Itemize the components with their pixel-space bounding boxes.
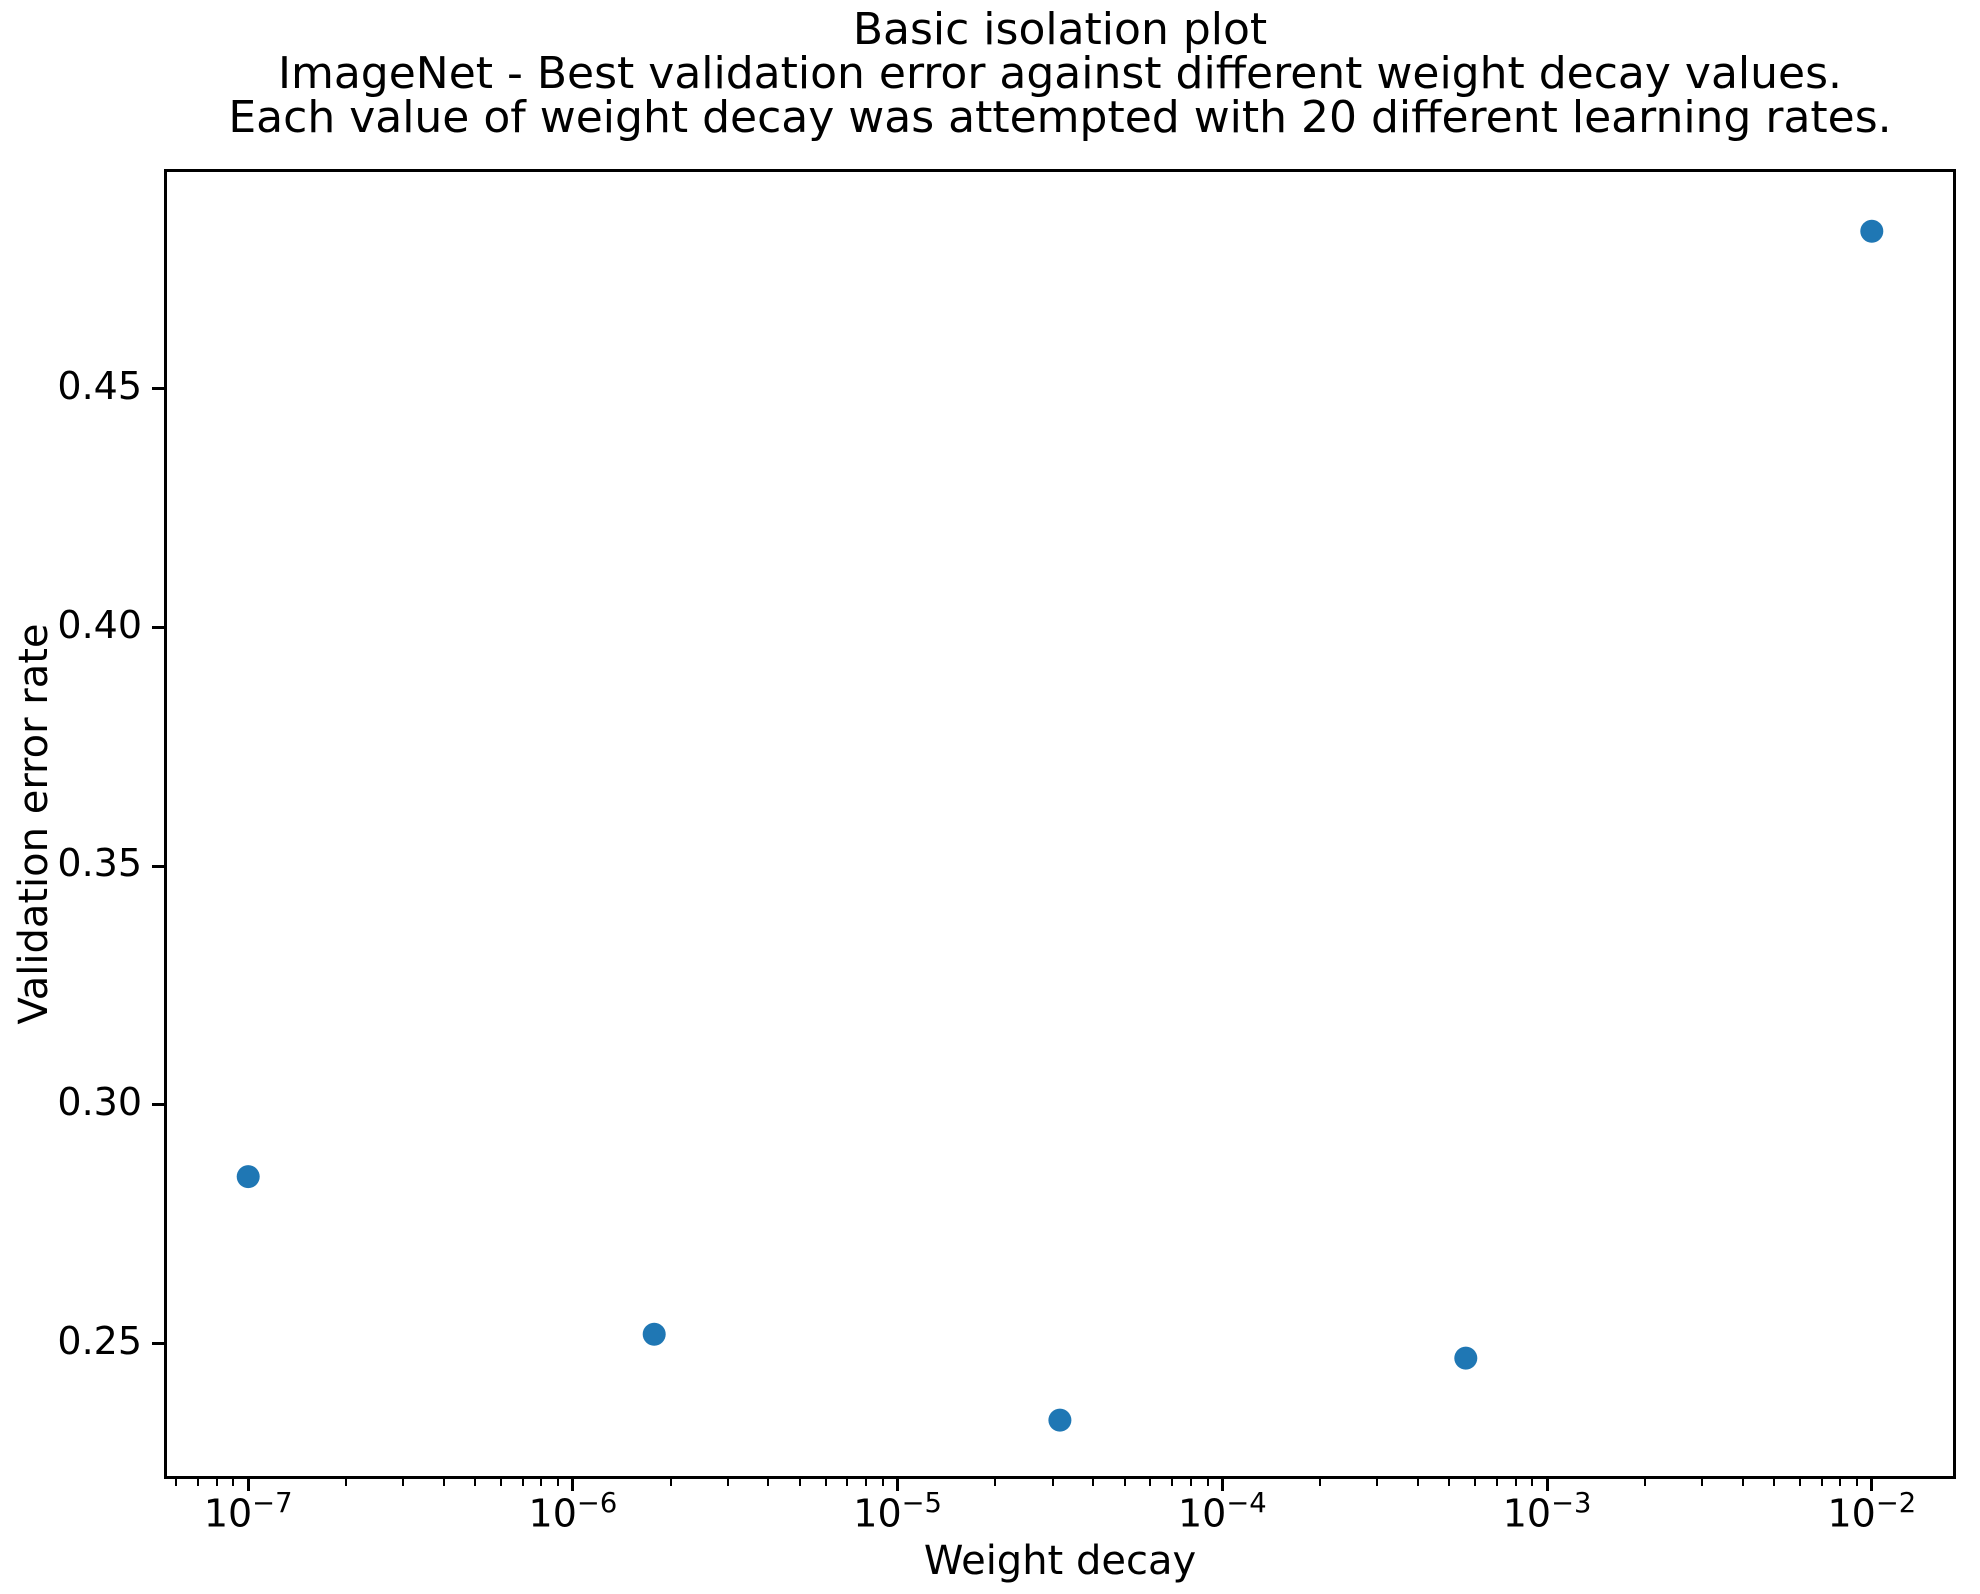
chart-title-line-3: Each value of weight decay was attempted… bbox=[228, 92, 1892, 143]
y-tick-label: 0.25 bbox=[57, 1318, 142, 1363]
x-minor-tick bbox=[1149, 1479, 1152, 1486]
y-major-tick bbox=[152, 387, 164, 391]
data-point bbox=[1454, 1346, 1478, 1370]
x-major-tick bbox=[1545, 1479, 1549, 1491]
x-tick-label: 10−4 bbox=[1132, 1487, 1312, 1536]
x-minor-tick bbox=[1189, 1479, 1192, 1486]
x-minor-tick bbox=[669, 1479, 672, 1486]
x-tick-label-base: 10 bbox=[1502, 1491, 1552, 1536]
x-minor-tick bbox=[767, 1479, 770, 1486]
x-minor-tick bbox=[1092, 1479, 1095, 1486]
x-axis-label: Weight decay bbox=[923, 1538, 1197, 1584]
x-minor-tick bbox=[1171, 1479, 1174, 1486]
x-tick-label-exponent: −3 bbox=[1551, 1487, 1592, 1519]
x-minor-tick bbox=[442, 1479, 445, 1486]
x-tick-label: 10−6 bbox=[483, 1487, 663, 1536]
y-tick-label: 0.45 bbox=[57, 363, 142, 408]
x-minor-tick bbox=[215, 1479, 218, 1486]
x-tick-label-base: 10 bbox=[853, 1491, 902, 1536]
x-minor-tick bbox=[798, 1479, 801, 1486]
x-tick-label-base: 10 bbox=[1827, 1491, 1876, 1536]
x-tick-label-exponent: −4 bbox=[1226, 1487, 1267, 1519]
x-minor-tick bbox=[1123, 1479, 1126, 1486]
x-tick-label-exponent: −2 bbox=[1875, 1487, 1917, 1519]
data-point bbox=[1860, 219, 1884, 243]
x-minor-tick bbox=[175, 1479, 178, 1486]
chart-title-line-2: ImageNet - Best validation error against… bbox=[277, 48, 1843, 99]
x-minor-tick bbox=[846, 1479, 849, 1486]
x-minor-tick bbox=[1495, 1479, 1498, 1486]
x-major-tick bbox=[1870, 1479, 1874, 1491]
x-minor-tick bbox=[1531, 1479, 1534, 1486]
x-minor-tick bbox=[540, 1479, 543, 1486]
x-tick-label: 10−2 bbox=[1782, 1487, 1962, 1536]
y-tick-label: 0.35 bbox=[57, 841, 142, 886]
x-minor-tick bbox=[1416, 1479, 1419, 1486]
x-tick-label: 10−3 bbox=[1457, 1487, 1637, 1536]
chart-title-line-1: Basic isolation plot bbox=[852, 4, 1268, 55]
y-axis-label: Validation error rate bbox=[11, 623, 57, 1025]
y-major-tick bbox=[152, 864, 164, 868]
x-minor-tick bbox=[1319, 1479, 1322, 1486]
x-minor-tick bbox=[865, 1479, 868, 1486]
x-minor-tick bbox=[1448, 1479, 1451, 1486]
x-tick-label-base: 10 bbox=[1178, 1491, 1227, 1536]
x-minor-tick bbox=[1701, 1479, 1704, 1486]
x-major-tick bbox=[246, 1479, 250, 1491]
x-minor-tick bbox=[232, 1479, 235, 1486]
y-tick-label: 0.40 bbox=[57, 602, 142, 647]
y-tick-label: 0.30 bbox=[57, 1079, 142, 1124]
x-tick-label-exponent: −5 bbox=[901, 1487, 942, 1519]
x-minor-tick bbox=[1820, 1479, 1823, 1486]
x-minor-tick bbox=[1474, 1479, 1477, 1486]
x-tick-label: 10−7 bbox=[158, 1487, 338, 1536]
data-point bbox=[236, 1165, 260, 1189]
x-minor-tick bbox=[824, 1479, 827, 1486]
x-minor-tick bbox=[726, 1479, 729, 1486]
x-tick-label: 10−5 bbox=[808, 1487, 988, 1536]
chart-title: Basic isolation plot ImageNet - Best val… bbox=[228, 8, 1891, 140]
plot-area bbox=[164, 169, 1956, 1479]
x-minor-tick bbox=[1741, 1479, 1744, 1486]
x-major-tick bbox=[896, 1479, 900, 1491]
data-point bbox=[642, 1322, 666, 1346]
x-major-tick bbox=[571, 1479, 575, 1491]
y-major-tick bbox=[152, 1103, 164, 1107]
x-minor-tick bbox=[521, 1479, 524, 1486]
x-minor-tick bbox=[557, 1479, 560, 1486]
x-minor-tick bbox=[499, 1479, 502, 1486]
x-tick-label-base: 10 bbox=[528, 1491, 577, 1536]
x-minor-tick bbox=[1514, 1479, 1517, 1486]
x-minor-tick bbox=[1773, 1479, 1776, 1486]
x-minor-tick bbox=[1051, 1479, 1054, 1486]
x-minor-tick bbox=[1206, 1479, 1209, 1486]
y-major-tick bbox=[152, 1342, 164, 1346]
x-minor-tick bbox=[1839, 1479, 1842, 1486]
x-minor-tick bbox=[1376, 1479, 1379, 1486]
scatter-points-layer bbox=[236, 219, 1884, 1432]
x-tick-label-exponent: −7 bbox=[252, 1487, 293, 1519]
x-minor-tick bbox=[1798, 1479, 1801, 1486]
x-minor-tick bbox=[994, 1479, 997, 1486]
y-major-tick bbox=[152, 626, 164, 630]
x-tick-label-base: 10 bbox=[203, 1491, 253, 1536]
x-minor-tick bbox=[474, 1479, 477, 1486]
x-minor-tick bbox=[344, 1479, 347, 1486]
x-major-tick bbox=[1220, 1479, 1224, 1491]
x-minor-tick bbox=[1855, 1479, 1858, 1486]
x-minor-tick bbox=[1643, 1479, 1646, 1486]
x-minor-tick bbox=[881, 1479, 884, 1486]
x-tick-label-exponent: −6 bbox=[576, 1487, 618, 1519]
x-minor-tick bbox=[196, 1479, 199, 1486]
data-point bbox=[1048, 1408, 1072, 1432]
x-minor-tick bbox=[402, 1479, 405, 1486]
